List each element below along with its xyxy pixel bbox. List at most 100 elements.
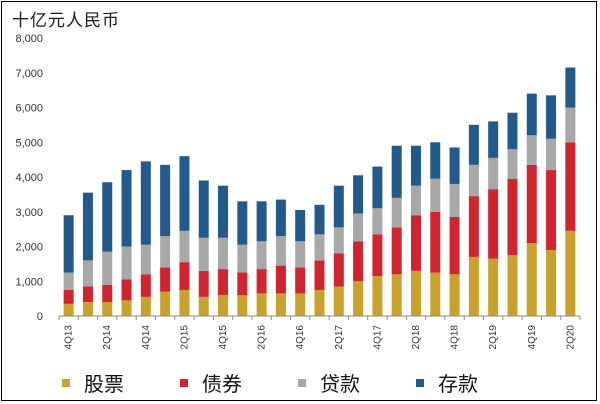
x-tick-label: 4Q17 (372, 325, 383, 350)
y-tick-label: 8,000 (15, 33, 43, 45)
bar-deposits (198, 180, 209, 238)
bar-loans (488, 157, 499, 190)
bar-deposits (353, 175, 364, 214)
bar-stack-3Q19 (507, 112, 518, 316)
bar-loans (237, 244, 248, 273)
bar-equity (449, 274, 460, 316)
x-tick-label: 2Q20 (565, 325, 576, 350)
bar-equity (468, 256, 479, 316)
y-tick-label: 0 (37, 311, 43, 323)
legend-swatch-deposits (416, 378, 424, 387)
bar-deposits (82, 192, 93, 261)
bar-stack-3Q18 (430, 142, 441, 316)
bar-bonds (468, 196, 479, 257)
bar-deposits (102, 182, 113, 252)
legend-item-equity: 股票 (62, 368, 180, 397)
bar-bonds (410, 215, 421, 271)
bar-deposits (488, 121, 499, 158)
y-tick-label: 5,000 (15, 137, 43, 149)
legend-swatch-bonds (180, 378, 188, 387)
bar-deposits (63, 215, 74, 273)
bar-stack-3Q17 (353, 175, 364, 316)
y-tick-label: 7,000 (15, 68, 43, 80)
x-tick-label: 2Q17 (334, 325, 345, 350)
bar-equity (372, 276, 383, 316)
bar-stack-1Q18 (391, 145, 402, 316)
bar-loans (353, 213, 364, 242)
bar-deposits (333, 185, 344, 228)
bar-equity (102, 302, 113, 316)
y-tick-label: 2,000 (15, 242, 43, 254)
bar-loans (507, 149, 518, 179)
bar-bonds (102, 284, 113, 303)
bar-equity (160, 291, 171, 316)
bar-loans (218, 237, 229, 270)
bar-stack-2Q20 (565, 67, 576, 316)
bar-equity (526, 243, 537, 316)
bar-deposits (218, 185, 229, 238)
x-tick-label: 2Q15 (179, 325, 190, 350)
bar-stack-1Q17 (314, 204, 325, 316)
y-tick-label: 4,000 (15, 172, 43, 184)
bar-loans (198, 237, 209, 271)
bar-deposits (468, 124, 479, 165)
bar-equity (140, 296, 151, 316)
bar-equity (121, 300, 132, 316)
legend: 股票 债券 贷款 存款 (62, 368, 534, 397)
legend-swatch-equity (62, 378, 70, 387)
bar-equity (295, 293, 306, 316)
x-tick-label: 2Q19 (488, 325, 499, 350)
legend-item-bonds: 债券 (180, 368, 298, 397)
bar-stack-4Q13 (63, 215, 74, 316)
bar-loans (410, 185, 421, 216)
y-tick-label: 6,000 (15, 103, 43, 115)
bar-loans (333, 227, 344, 254)
bar-bonds (372, 234, 383, 277)
bar-equity (333, 286, 344, 316)
x-tick-label: 4Q14 (141, 325, 152, 350)
bar-loans (275, 236, 286, 266)
bar-stack-3Q14 (121, 170, 132, 316)
bar-equity (179, 289, 190, 316)
bar-stack-1Q14 (82, 192, 93, 316)
bar-loans (372, 208, 383, 235)
bar-stack-2Q18 (410, 145, 421, 316)
x-tick-label: 4Q15 (218, 325, 229, 350)
x-axis: 4Q13 2Q14 4Q14 2Q15 4Q15 2Q16 4Q16 2Q17 4Q17 2Q18… (58, 315, 581, 350)
bar-equity (275, 293, 286, 316)
bar-bonds (333, 253, 344, 287)
bar-stack-2Q15 (179, 156, 190, 316)
bar-deposits (256, 201, 267, 242)
bar-stack-3Q15 (198, 180, 209, 316)
legend-item-deposits: 存款 (416, 368, 534, 397)
bar-stack-2Q19 (488, 121, 499, 316)
x-tick-label: 2Q18 (411, 325, 422, 350)
bar-loans (102, 251, 113, 285)
bar-deposits (391, 145, 402, 198)
bar-deposits (449, 147, 460, 184)
bar-equity (314, 289, 325, 316)
bar-stack-3Q16 (275, 199, 286, 316)
bar-stack-1Q16 (237, 201, 248, 316)
bar-stack-2Q17 (333, 185, 344, 316)
bar-bonds (449, 216, 460, 275)
bar-deposits (121, 170, 132, 247)
legend-label-equity: 股票 (84, 372, 124, 396)
legend-swatch-loans (298, 378, 306, 387)
bar-bonds (160, 267, 171, 292)
bar-deposits (526, 93, 537, 136)
x-tick-label: 2Q14 (102, 325, 113, 350)
unit-label: 十亿元人民币 (12, 11, 120, 31)
bar-stack-4Q14 (140, 161, 151, 316)
bar-stack-4Q16 (295, 210, 306, 316)
bar-loans (565, 107, 576, 143)
bar-loans (546, 138, 557, 171)
bar-deposits (507, 112, 518, 150)
bar-bonds (63, 289, 74, 304)
bar-stack-1Q20 (546, 95, 557, 316)
bar-stack-4Q15 (218, 185, 229, 316)
bar-equity (391, 274, 402, 316)
bar-stack-4Q19 (526, 93, 537, 316)
legend-item-loans: 贷款 (298, 368, 416, 397)
